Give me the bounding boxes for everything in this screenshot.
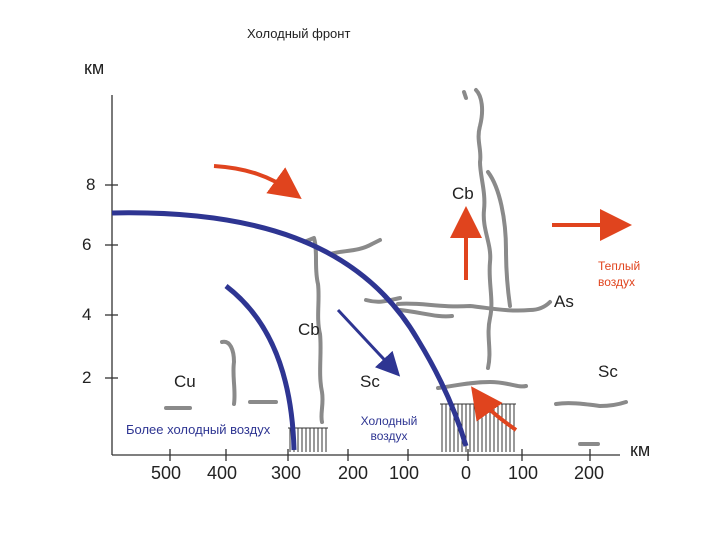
x-tick-label-0: 0 xyxy=(461,463,472,483)
sc-right-label: Sc xyxy=(598,362,618,381)
x-tick-label-400: 400 xyxy=(207,463,238,483)
x-tick-label-500: 500 xyxy=(151,463,182,483)
cb-mid-right xyxy=(364,296,402,304)
cb-column-right-edge xyxy=(486,170,512,308)
cold-air-label: Холодный воздух xyxy=(360,414,418,443)
secondary-front-line xyxy=(224,284,297,451)
sc-mid-cloud xyxy=(436,380,528,390)
cb-top-label: Cb xyxy=(452,184,474,203)
y-tick-label-2: 2 xyxy=(82,368,92,387)
diagram-title: Холодный фронт xyxy=(247,26,351,41)
y-axis-unit: км xyxy=(84,58,105,78)
warm-air-label: Теплый воздух xyxy=(598,259,641,289)
y-tick-label-8: 8 xyxy=(86,175,96,194)
y-tick-label-6: 6 xyxy=(82,235,92,254)
x-tick-label-200-right: 200 xyxy=(574,463,605,483)
cu-label: Cu xyxy=(174,372,196,391)
x-tick-label-200: 200 xyxy=(338,463,369,483)
cold-front-line xyxy=(111,210,469,447)
x-axis-unit: км xyxy=(630,440,651,460)
as-cloud-layer-lower xyxy=(398,308,454,319)
x-tick-label-300: 300 xyxy=(271,463,302,483)
warm-air-arrow-upper-left xyxy=(213,164,302,200)
y-tick-label-4: 4 xyxy=(82,305,92,324)
surface-inflow-arrow xyxy=(471,386,518,432)
cb-column-cloud xyxy=(462,88,494,370)
colder-air-label: Более холодный воздух xyxy=(126,422,271,437)
as-label: As xyxy=(554,292,574,311)
x-tick-label-100-right: 100 xyxy=(508,463,539,483)
cu-cloud xyxy=(220,339,237,406)
sc-right-cloud xyxy=(554,400,628,408)
cloud-outlines xyxy=(164,88,628,446)
cold-air-flow-arrow xyxy=(336,308,401,377)
sc-mid-label: Sc xyxy=(360,372,380,391)
cb-mid-label: Cb xyxy=(298,320,320,339)
cb-mid-anvil xyxy=(328,238,382,256)
cb-mid-cloud xyxy=(302,236,325,424)
x-tick-label-100-left: 100 xyxy=(389,463,420,483)
as-cloud-layer xyxy=(396,300,552,313)
